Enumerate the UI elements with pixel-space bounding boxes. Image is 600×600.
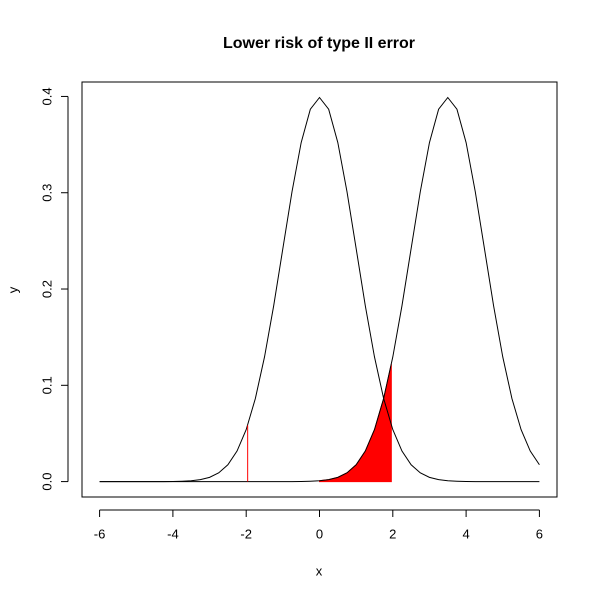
y-tick-label: 0.3 [39, 184, 54, 202]
chart-title: Lower risk of type II error [223, 35, 415, 52]
curve [99, 96, 540, 483]
y-tick-label: 0.2 [39, 280, 54, 298]
x-tick-label: -6 [94, 526, 106, 541]
curve [99, 96, 540, 483]
y-tick-label: 0.1 [39, 376, 54, 394]
x-tick-label: 0 [316, 526, 323, 541]
x-axis-label: x [316, 563, 323, 578]
x-tick-label: -4 [167, 526, 179, 541]
y-tick-label: 0.4 [39, 87, 54, 105]
x-tick-label: 2 [389, 526, 396, 541]
y-tick-label: 0.0 [39, 473, 54, 491]
x-tick-label: 6 [536, 526, 543, 541]
plot-box [81, 81, 558, 498]
y-axis-label: y [5, 286, 20, 293]
shaded-area [319, 364, 392, 483]
x-tick-label: -2 [240, 526, 252, 541]
x-tick-label: 4 [462, 526, 469, 541]
